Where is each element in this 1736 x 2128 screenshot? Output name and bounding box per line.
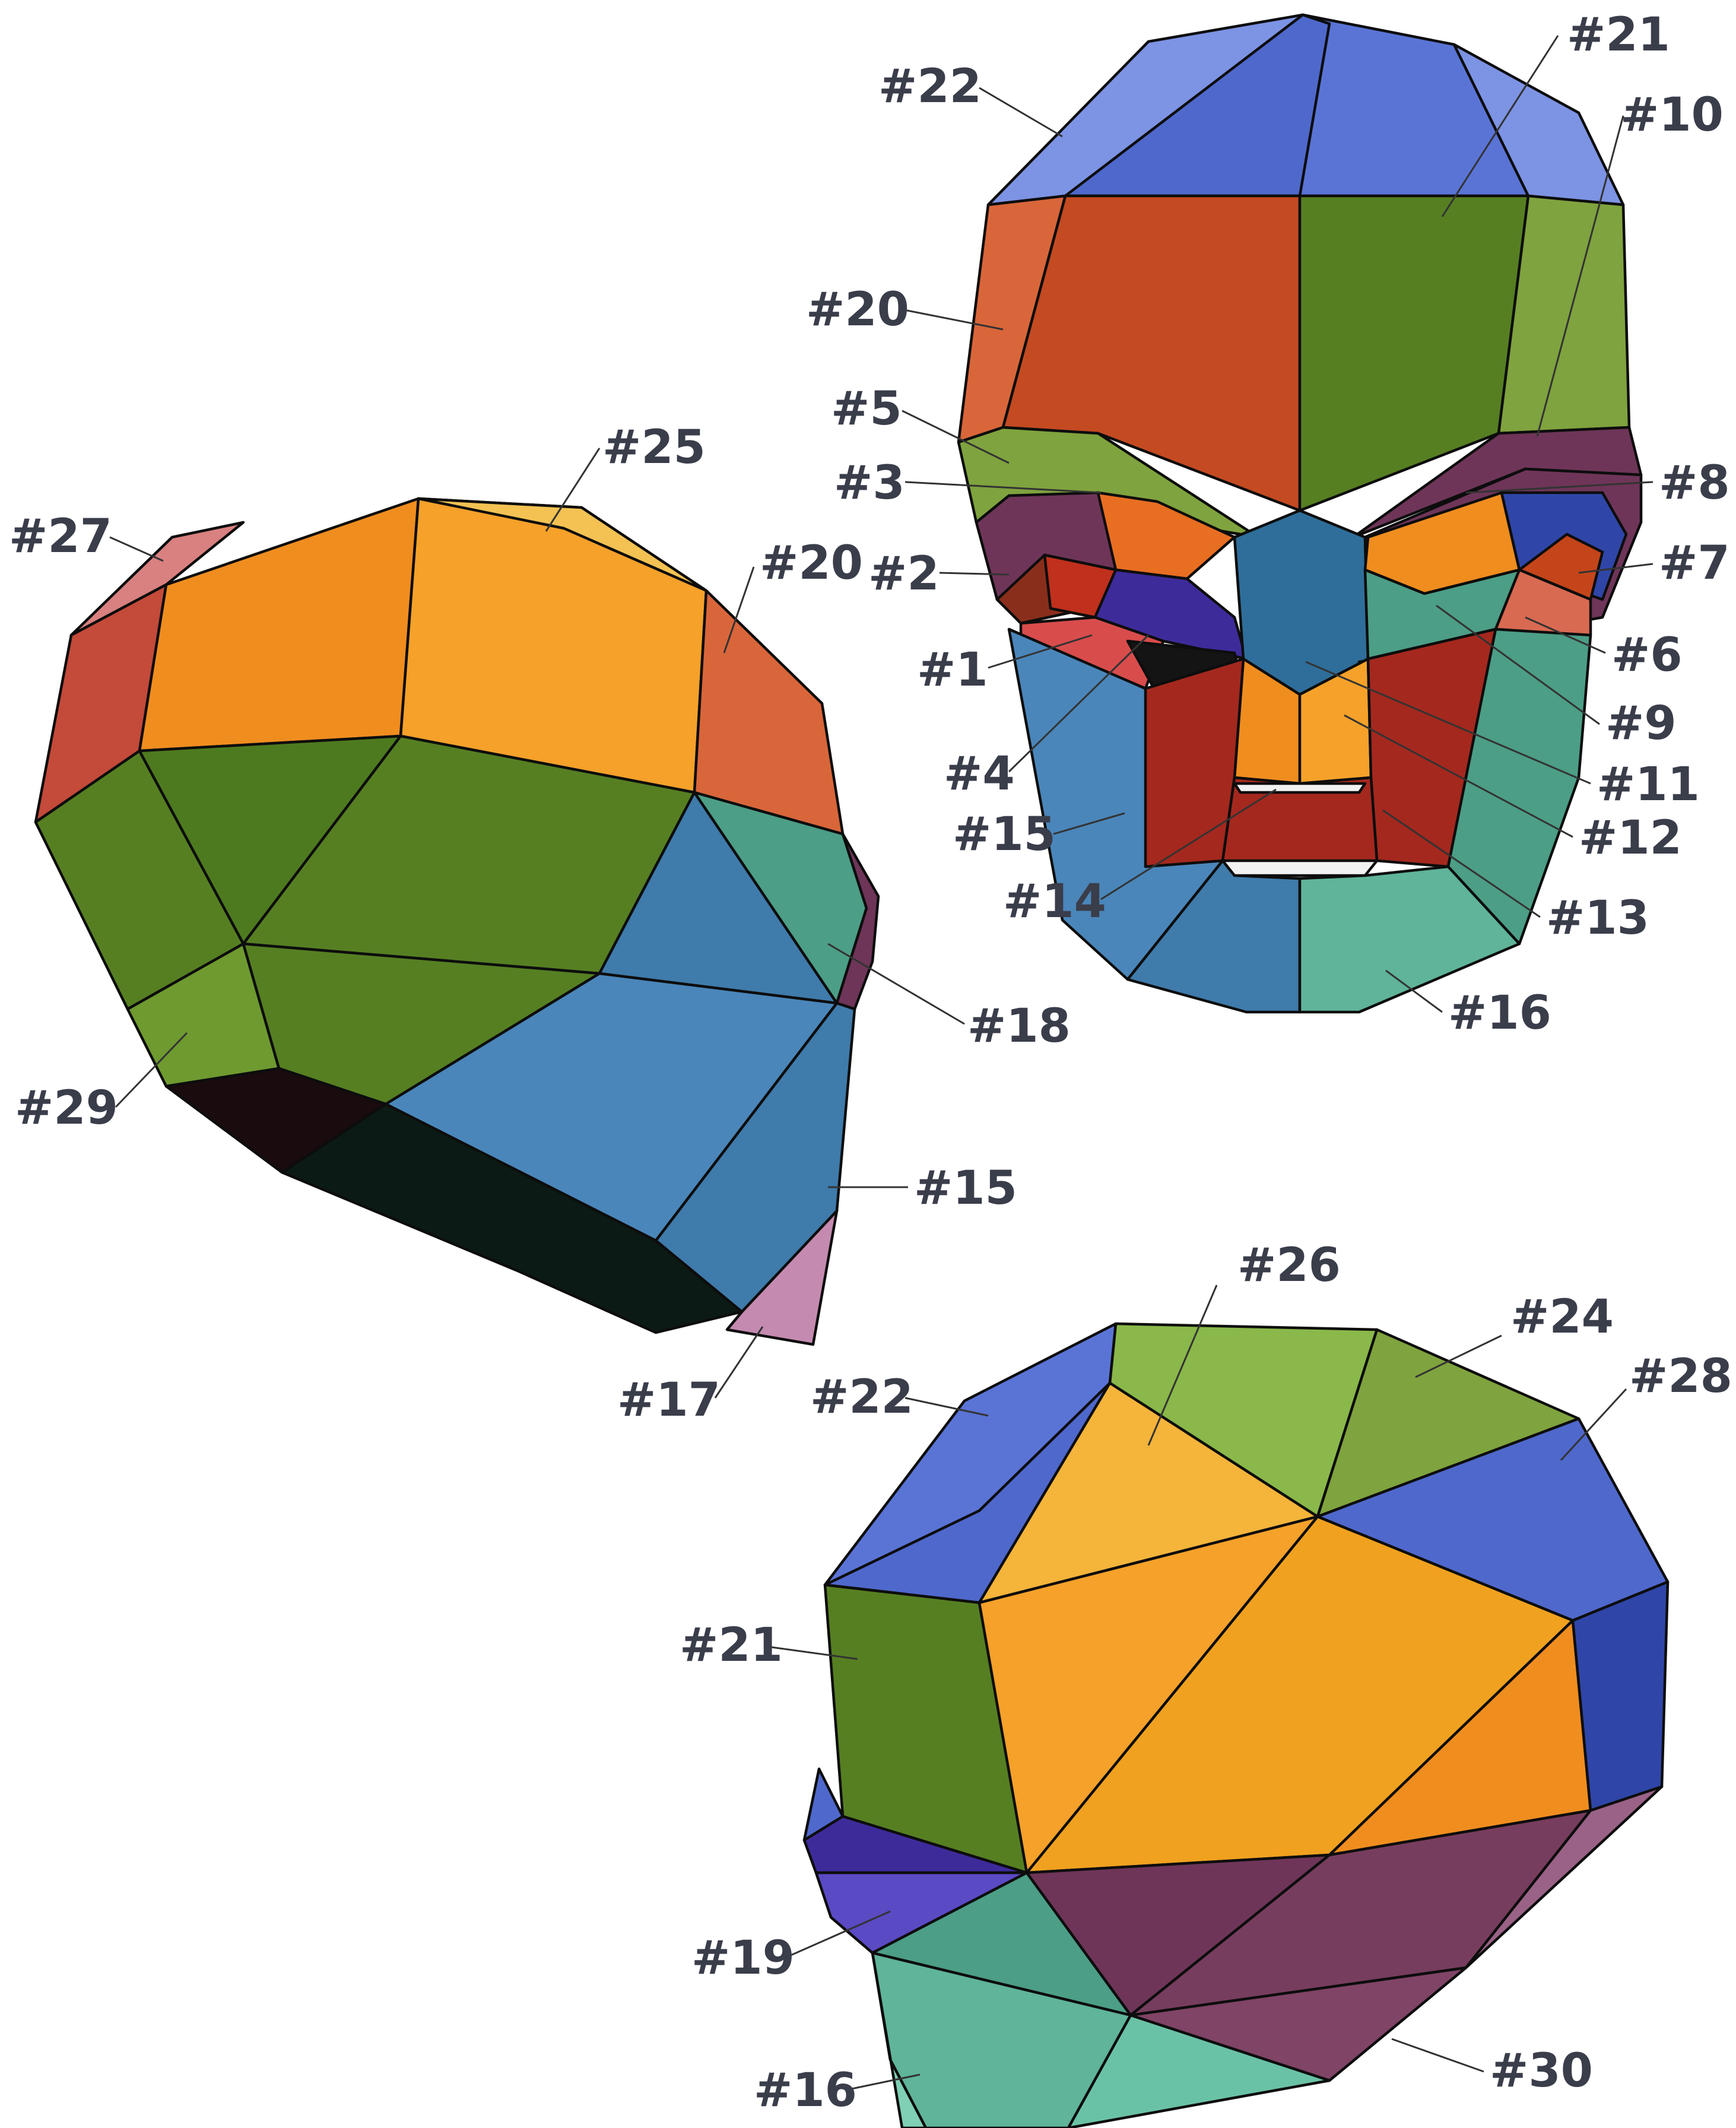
top-teal-b [1067,2013,1331,2128]
leader-22a [979,87,1063,138]
label-26: #26 [1237,1239,1341,1292]
label-12: #12 [1579,811,1682,865]
leader-19 [789,1910,891,1957]
label-3: #3 [834,456,905,510]
label-30: #30 [1490,2044,1593,2098]
leader-5 [902,410,1010,464]
face-number-labels: #22 #21 #10 #20 #5 #3 #8 #2 #7 #1 #6 #9 … [9,8,1732,2117]
leader-21a [1441,35,1559,217]
leader-27 [109,536,164,562]
leader-25 [545,448,601,532]
mouth-hole [1233,782,1367,794]
label-10: #10 [1620,88,1724,142]
leader-17 [714,1326,764,1398]
label-28: #28 [1629,1350,1732,1403]
label-5: #5 [831,382,902,436]
leader-12 [1344,714,1573,838]
front-view-face-mesh [957,13,1643,1014]
label-4: #4 [944,747,1015,801]
top-28-right [1571,1580,1670,1812]
label-2: #2 [868,547,940,601]
leader-26 [1147,1285,1218,1446]
leader-13 [1382,809,1541,918]
leader-1 [988,634,1093,669]
label-15-side: #15 [914,1162,1017,1215]
leader-24 [1415,1334,1502,1378]
leader-11 [1305,661,1591,785]
leader-6 [1525,616,1606,654]
label-20-front: #20 [806,283,909,337]
label-17: #17 [617,1374,721,1427]
label-14: #14 [1003,875,1106,928]
label-13: #13 [1546,892,1649,945]
label-7: #7 [1659,537,1730,590]
label-11: #11 [1597,758,1700,811]
label-1: #1 [917,643,988,697]
leader-7 [1578,563,1654,574]
top-16-edge [871,1951,928,2128]
label-24: #24 [1510,1290,1614,1344]
label-leader-lines [109,35,1654,2091]
leader-14 [1100,788,1277,900]
top-ear-bump [802,1767,845,1842]
label-18: #18 [967,1000,1071,1053]
leader-28 [1560,1388,1627,1461]
leader-29 [115,1032,188,1108]
leader-10 [1536,115,1624,437]
leader-20a [906,309,1004,331]
leader-9 [1436,604,1600,725]
leader-18 [827,943,965,1025]
leader-15a [1053,812,1125,835]
label-22-front: #22 [878,60,982,113]
label-22-top: #22 [810,1371,913,1424]
label-9: #9 [1605,697,1677,750]
leader-22b [905,1397,989,1417]
face-3-inner [1096,491,1236,581]
label-29: #29 [15,1082,118,1135]
label-16-top: #16 [754,2064,857,2117]
top-30-c [1464,1785,1664,1970]
face-16 [1446,627,1592,946]
label-6: #6 [1611,629,1683,682]
label-8: #8 [1659,456,1730,510]
label-15-front: #15 [953,808,1056,861]
label-27: #27 [9,510,112,563]
label-16-front: #16 [1448,987,1551,1040]
leader-16a [1385,969,1443,1013]
label-21-front: #21 [1567,8,1670,62]
leader-21b [771,1646,858,1660]
lower-lip-hole [1221,859,1379,877]
leader-30 [1391,2038,1484,2073]
leader-3 [905,481,1102,494]
top-view-head-mesh [802,1322,1670,2128]
leader-2 [939,572,1010,576]
leader-4 [1008,634,1150,773]
side-view-head-mesh [34,497,880,1346]
label-20-side: #20 [760,537,863,590]
leader-8 [1465,481,1654,494]
side-17 [725,1209,839,1346]
leader-16b [848,2073,921,2091]
label-19: #19 [691,1932,795,1985]
label-21-top: #21 [680,1619,783,1672]
face-16-chin [1298,865,1521,1014]
label-25: #25 [602,421,706,474]
leader-20b [723,566,755,654]
